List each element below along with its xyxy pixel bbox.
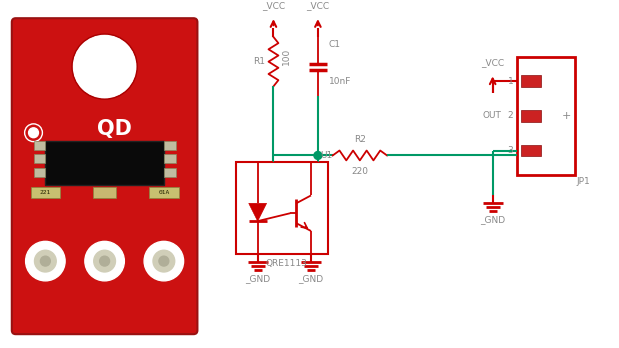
Text: 10nF: 10nF — [329, 77, 351, 86]
Bar — [33, 141, 45, 150]
Bar — [30, 187, 60, 198]
Bar — [33, 155, 45, 163]
Bar — [517, 57, 574, 175]
Text: +: + — [562, 111, 571, 121]
Bar — [149, 187, 179, 198]
Circle shape — [73, 35, 136, 98]
Text: 01A: 01A — [158, 190, 170, 195]
Text: JP1: JP1 — [576, 177, 591, 186]
Text: 1: 1 — [508, 77, 513, 86]
Circle shape — [100, 256, 110, 266]
Text: QRE1113: QRE1113 — [266, 259, 308, 268]
Text: _VCC: _VCC — [481, 58, 504, 68]
Bar — [45, 141, 164, 185]
Circle shape — [314, 151, 322, 159]
Bar — [164, 141, 176, 150]
Polygon shape — [249, 203, 267, 221]
Text: R2: R2 — [354, 135, 366, 144]
Bar — [236, 163, 328, 254]
Text: 100: 100 — [282, 48, 292, 65]
Circle shape — [40, 256, 50, 266]
Circle shape — [85, 242, 124, 281]
Circle shape — [35, 250, 56, 272]
Text: U1: U1 — [320, 151, 332, 160]
Bar — [164, 168, 176, 177]
Bar — [521, 110, 541, 122]
Text: R1: R1 — [254, 57, 266, 66]
Text: OUT: OUT — [483, 111, 501, 120]
Circle shape — [93, 250, 116, 272]
Bar — [33, 168, 45, 177]
Circle shape — [159, 256, 169, 266]
FancyBboxPatch shape — [12, 18, 197, 334]
Text: C1: C1 — [329, 40, 340, 49]
Bar — [521, 144, 541, 157]
Text: 220: 220 — [352, 167, 368, 176]
Bar — [521, 76, 541, 87]
Circle shape — [144, 242, 184, 281]
Text: _VCC: _VCC — [306, 1, 329, 10]
Bar — [93, 187, 116, 198]
Bar — [164, 155, 176, 163]
Circle shape — [153, 250, 175, 272]
Circle shape — [28, 128, 38, 138]
Circle shape — [25, 242, 65, 281]
Text: _GND: _GND — [480, 215, 505, 224]
Text: 2: 2 — [508, 111, 513, 120]
Text: QD: QD — [97, 119, 132, 139]
Text: 3: 3 — [508, 146, 513, 155]
Text: _GND: _GND — [298, 274, 324, 283]
Text: _VCC: _VCC — [262, 1, 285, 10]
Text: _GND: _GND — [245, 274, 271, 283]
Text: 221: 221 — [40, 190, 51, 195]
